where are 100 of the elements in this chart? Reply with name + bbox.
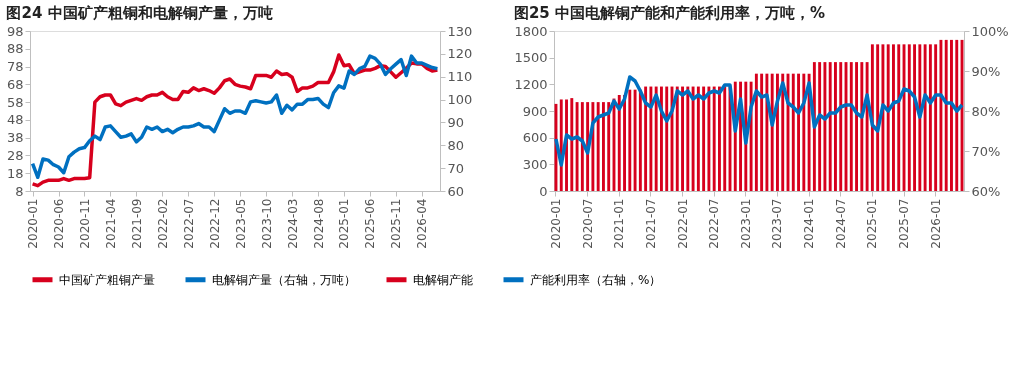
x-tick-label: 2023-07: [770, 198, 785, 249]
x-tick-label: 2023-05: [233, 198, 248, 249]
bar: [570, 98, 574, 191]
bar: [802, 73, 806, 191]
y-tick-label: 0: [539, 183, 548, 199]
x-tick-label: 2025-01: [865, 198, 880, 249]
legend-label: 中国矿产粗铜产量: [59, 272, 155, 287]
y2-tick-label: 60%: [971, 183, 1001, 199]
bar: [797, 73, 800, 191]
x-tick-label: 2024-03: [285, 198, 300, 249]
legend-label: 电解铜产能: [413, 272, 473, 287]
bar: [628, 89, 632, 191]
bar: [644, 86, 648, 191]
bar: [691, 86, 695, 191]
bar: [897, 44, 901, 191]
x-tick-label: 2022-01: [675, 198, 690, 249]
bar: [860, 62, 864, 191]
x-tick-label: 2021-01: [612, 198, 627, 249]
x-tick-label: 2020-07: [580, 198, 595, 249]
bar: [907, 44, 911, 191]
bar: [855, 62, 859, 191]
bar: [828, 62, 832, 191]
x-tick-label: 2023-01: [738, 198, 753, 249]
bar: [575, 102, 579, 191]
bar: [892, 44, 895, 191]
y2-tick-label: 70%: [971, 143, 1001, 159]
x-tick-label: 2022-02: [155, 198, 170, 249]
bar: [881, 44, 885, 191]
bar: [607, 102, 611, 191]
bar: [765, 73, 769, 191]
bar: [886, 44, 890, 191]
bar: [580, 102, 584, 191]
y-tick-label: 38: [6, 130, 24, 146]
bar: [923, 44, 927, 191]
bar: [649, 86, 653, 191]
y-tick-label: 58: [6, 94, 24, 110]
x-tick-label: 2025-11: [389, 198, 404, 249]
bar: [823, 62, 827, 191]
bar: [659, 86, 663, 191]
bar: [754, 73, 758, 191]
bar: [696, 86, 700, 191]
bar: [944, 39, 948, 191]
x-tick-label: 2020-01: [26, 198, 41, 249]
x-tick-label: 2022-12: [207, 198, 222, 249]
y-tick-label: 600: [522, 130, 548, 146]
bar: [617, 95, 621, 191]
x-tick-label: 2020-06: [52, 198, 67, 249]
bar: [834, 62, 837, 191]
x-tick-label: 2025-06: [363, 198, 378, 249]
legend-label: 电解铜产量（右轴，万吨）: [212, 272, 356, 287]
y-tick-label: 1200: [514, 76, 548, 92]
x-tick-label: 2022-07: [707, 198, 722, 249]
y-tick-label: 28: [6, 147, 24, 163]
bar: [702, 86, 706, 191]
bar: [870, 44, 874, 191]
y-tick-label: 88: [6, 41, 24, 57]
bar: [654, 86, 658, 191]
y2-tick-label: 120: [447, 46, 473, 62]
bar: [934, 44, 938, 191]
x-tick-label: 2020-11: [77, 198, 92, 249]
y2-tick-label: 100%: [971, 23, 1009, 39]
bar: [596, 102, 600, 191]
x-tick-label: 2024-01: [802, 198, 817, 249]
bar: [839, 62, 843, 191]
y2-tick-label: 90: [447, 114, 465, 130]
chart-title: 图24 中国矿产粗铜和电解铜产量，万吨: [6, 4, 273, 22]
x-tick-label: 2026-01: [928, 198, 943, 249]
x-tick-label: 2025-01: [337, 198, 352, 249]
bar: [601, 102, 605, 191]
x-tick-label: 2024-08: [311, 198, 326, 249]
y2-tick-label: 60: [447, 183, 465, 199]
x-tick-label: 2025-07: [897, 198, 912, 249]
bar: [633, 89, 637, 191]
bar: [760, 73, 764, 191]
bar: [723, 86, 727, 191]
y-tick-label: 1500: [514, 50, 548, 66]
x-tick-label: 2022-07: [181, 198, 196, 249]
bar: [918, 44, 922, 191]
bar: [718, 86, 721, 191]
bar: [913, 44, 917, 191]
bar: [928, 44, 932, 191]
y-tick-label: 78: [6, 59, 24, 75]
x-tick-label: 2021-07: [643, 198, 658, 249]
y-tick-label: 1800: [514, 23, 548, 39]
y2-tick-label: 80%: [971, 103, 1001, 119]
bar: [686, 86, 690, 191]
x-tick-label: 2021-09: [129, 198, 144, 249]
x-tick-label: 2020-01: [548, 198, 563, 249]
chart-title: 图25 中国电解铜产能和产能利用率，万吨，%: [513, 4, 826, 22]
y2-tick-label: 100: [447, 92, 473, 108]
y-tick-label: 68: [6, 76, 24, 92]
bar: [681, 86, 684, 191]
y2-tick-label: 70: [447, 160, 465, 176]
y2-tick-label: 130: [447, 23, 473, 39]
y2-tick-label: 110: [447, 69, 473, 85]
y-tick-label: 300: [522, 156, 548, 172]
bar: [955, 39, 959, 191]
y-tick-label: 900: [522, 103, 548, 119]
y2-tick-label: 80: [447, 137, 465, 153]
x-tick-label: 2021-04: [103, 198, 118, 249]
